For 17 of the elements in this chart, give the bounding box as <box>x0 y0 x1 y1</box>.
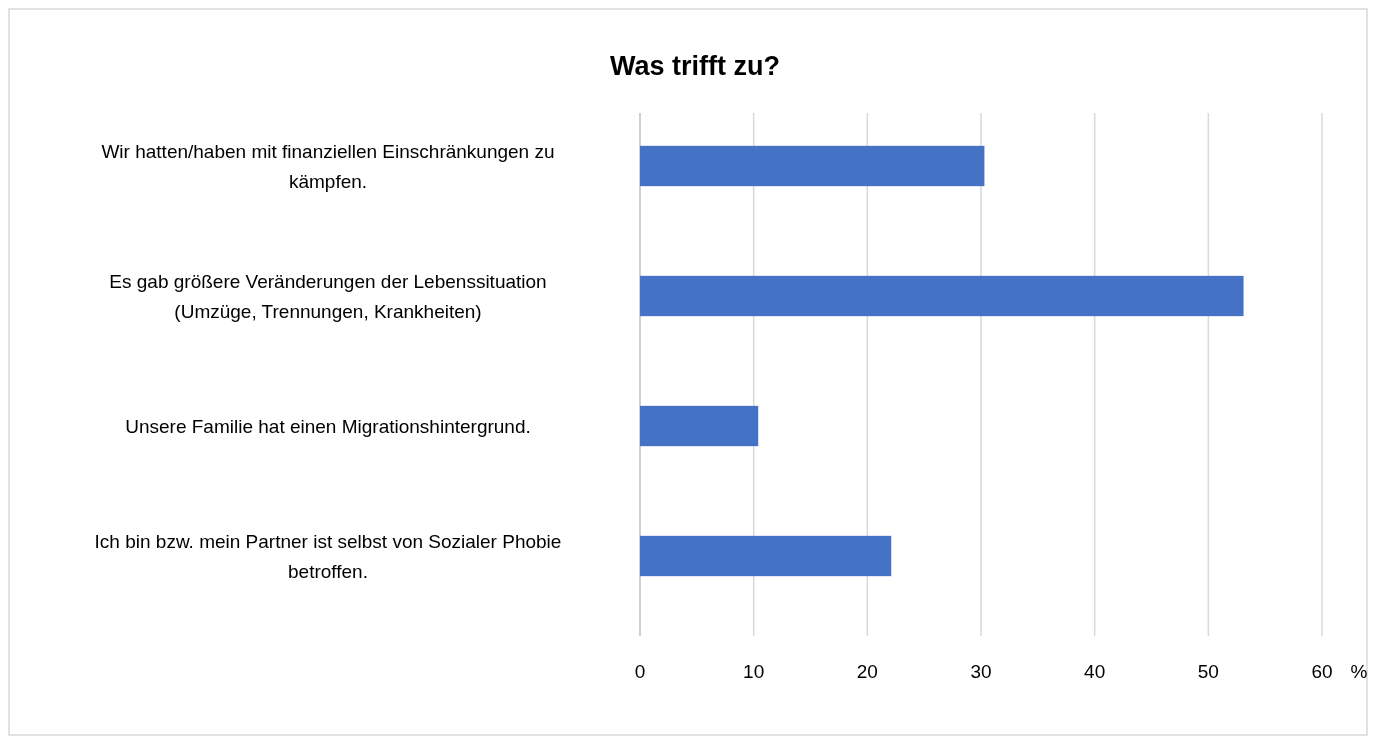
y-tick-label: Wir hatten/haben mit finanziellen Einschränkungen zu kämpfen. <box>101 141 555 192</box>
bar <box>640 535 892 577</box>
bar <box>640 275 1244 317</box>
bar <box>640 145 985 187</box>
y-tick-label: Ich bin bzw. mein Partner ist selbst von Sozialer Phobie betroffen. <box>94 531 562 582</box>
x-tick-label: 0 <box>634 661 646 682</box>
bar <box>640 405 759 447</box>
x-tick-label: 20 <box>856 661 878 682</box>
x-tick-label: 40 <box>1084 661 1106 682</box>
x-tick-label: 30 <box>970 661 992 682</box>
x-axis-title: % <box>1350 661 1368 682</box>
x-tick-label: 60 <box>1311 661 1333 682</box>
x-tick-label: 50 <box>1197 661 1219 682</box>
chart-title: Was trifft zu? <box>610 51 780 81</box>
y-tick-label: Es gab größere Veränderungen der Lebenssituation (Umzüge, Trennungen, Krankheiten) <box>109 271 547 322</box>
y-tick-label: Unsere Familie hat einen Migrationshintergrund. <box>125 416 531 437</box>
x-tick-label: 10 <box>743 661 765 682</box>
